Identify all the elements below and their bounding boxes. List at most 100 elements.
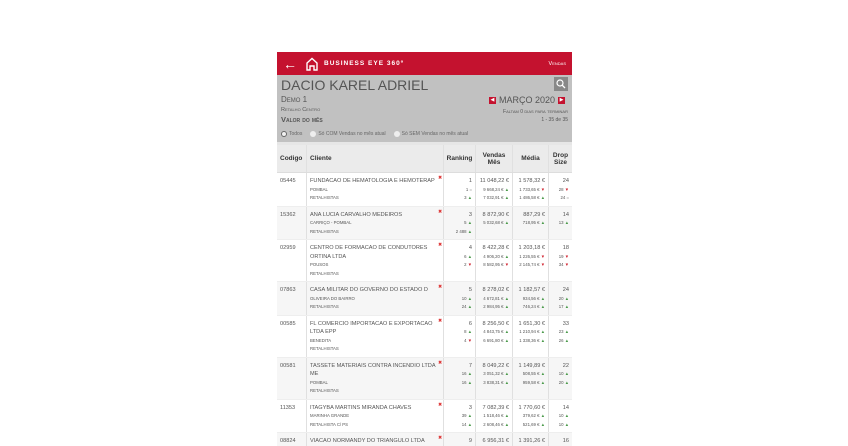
trend-down-icon: ▼ (467, 337, 472, 343)
drop-value: 24 (562, 178, 569, 184)
client-name: CENTRO DE FORMACAO DE CONDUTORES (310, 245, 428, 251)
client-cell: ANA LUCIA CARVALHO MEDEIROS CARRIÇO - POM… (307, 206, 444, 239)
prev-month-button[interactable]: ◀ (488, 96, 496, 104)
vendas-link[interactable]: Vendas (548, 60, 566, 67)
table-row[interactable]: 11353 ITAGYBA MARTINS MIRANDA CHAVES MARI… (277, 399, 572, 433)
month-selector: ◀ MARÇO 2020 ▶ (486, 95, 568, 105)
vendas-value: 6 956,31 € (482, 438, 509, 444)
table-row[interactable]: 15362 ANA LUCIA CARVALHO MEDEIROS CARRIÇO… (277, 206, 572, 240)
trend-up-icon: ▲ (540, 329, 545, 334)
media-value: 1 770,60 € (518, 404, 545, 411)
filter-radio[interactable]: Todos (281, 131, 302, 137)
media-value: 746,24 € ▲ (522, 304, 545, 309)
client-detail: POUSOS (310, 262, 329, 267)
drop-value: 10 ▲ (558, 421, 569, 427)
media-value: 1 226,55 € ▼ (519, 253, 545, 259)
media-value: 2 145,74 € ▼ (519, 262, 545, 267)
trend-down-icon: ▼ (564, 262, 569, 267)
column-header[interactable]: Média (513, 145, 549, 172)
trend-up-icon: ▲ (564, 304, 569, 309)
trend-up-icon: ▲ (467, 195, 472, 200)
drop-value: 17 ▲ (558, 304, 569, 309)
ranking-value: 7 (468, 362, 472, 369)
client-name: ANA LUCIA CARVALHO MEDEIROS (310, 211, 403, 218)
drop-value: 18 (562, 245, 569, 251)
remove-icon[interactable]: ✖ (438, 359, 443, 366)
table-row[interactable]: 08824 VIACAO NORMANDY DO TRIANGULO LTDAB… (277, 433, 572, 446)
ranking-cell: 7 16 ▲ 16 ▲ (444, 357, 476, 399)
next-month-button[interactable]: ▶ (558, 96, 565, 104)
trend-up-icon: ▲ (504, 195, 509, 200)
table-row[interactable]: 00585 FL COMERCIO IMPORTACAO E EXPORTACA… (277, 315, 572, 358)
client-cell: TASSETE MATERIAIS CONTRA INCENDIO LTDA ME… (307, 357, 444, 399)
vendas-value: 1 518,46 € ▲ (483, 413, 509, 418)
remove-icon[interactable]: ✖ (438, 401, 443, 408)
trend-down-icon: ▼ (540, 253, 545, 259)
trend-up-icon: ▲ (504, 379, 509, 385)
table-row[interactable]: 00581 TASSETE MATERIAIS CONTRA INCENDIO … (277, 357, 572, 400)
client-name: ORTINA LTDA (310, 253, 347, 260)
client-detail: CARRIÇO - POMBAL (310, 220, 352, 225)
drop-value: 10 ▲ (558, 413, 569, 418)
remove-icon[interactable]: ✖ (438, 317, 443, 324)
table-row[interactable]: 07863 CASA MILITAR DO GOVERNO DO ESTADO … (277, 282, 572, 316)
column-header[interactable]: Vendas Mês (476, 145, 513, 172)
column-header[interactable]: Drop Size (552, 151, 569, 166)
trend-up-icon: ▲ (504, 304, 509, 309)
ranking-value: 4 ▼ (464, 337, 472, 343)
media-value: 1 210,94 € ▲ (519, 329, 545, 334)
radio-dot[interactable] (310, 131, 317, 137)
column-header[interactable]: Cliente (307, 145, 444, 172)
trend-up-icon: ▲ (540, 304, 545, 309)
drop-value: 16 (562, 438, 569, 444)
media-cell: 1 182,57 € 934,56 € ▲ 746,24 € ▲ (513, 282, 549, 315)
trend-down-icon: ▼ (564, 253, 569, 259)
trend-up-icon: ▲ (540, 195, 545, 200)
trend-up-icon: ▲ (564, 413, 569, 418)
drop-cell: 14 10 ▲ 10 ▲ (549, 400, 572, 433)
filter-radio[interactable]: Só COM Vendas no mês atual (310, 131, 386, 137)
trend-up-icon: ▲ (564, 379, 569, 385)
client-code: 02959 (277, 240, 307, 281)
radio-dot[interactable] (393, 131, 400, 137)
media-value: 887,29 € (523, 211, 545, 218)
vendas-value: 7 082,39 € (482, 404, 509, 411)
trend-up-icon: ▲ (540, 379, 545, 385)
vendas-value: 8 256,50 € (482, 320, 509, 327)
column-header[interactable]: Codigo (277, 145, 307, 172)
remove-icon[interactable]: ✖ (438, 435, 443, 441)
trend-down-icon: ▼ (564, 186, 569, 192)
vendas-cell: 8 049,22 € 3 051,32 € ▲ 3 838,31 € ▲ (476, 357, 513, 399)
filter-radio[interactable]: Só SEM Vendas no mês atual (393, 131, 468, 137)
client-cell: VIACAO NORMANDY DO TRIANGULO LTDABARREIR… (307, 433, 444, 446)
client-detail: BENEDITA (310, 337, 332, 343)
vendas-cell: 8 278,02 € 4 672,81 € ▲ 2 984,95 € ▲ (476, 282, 513, 315)
client-code: 07863 (277, 282, 307, 315)
table-row[interactable]: 02959 CENTRO DE FORMACAO DE CONDUTORES OR… (277, 240, 572, 282)
remove-icon[interactable]: ✖ (438, 284, 443, 290)
search-button[interactable] (554, 77, 568, 91)
vendas-value: 8 422,28 € (482, 245, 509, 251)
client-detail: MARINHA GRANDE (310, 413, 350, 418)
table-row[interactable]: 05445 FUNDACAO DE HEMATOLOGIA E HEMOTERA… (277, 173, 572, 207)
section-title: Valor do mês (281, 115, 323, 124)
client-name: CASA MILITAR DO GOVERNO DO ESTADO D (310, 287, 428, 293)
client-name: ME (310, 371, 319, 377)
app: ← BUSINESS EYE 360º Vendas DACIO KAREL A… (277, 52, 572, 446)
back-arrow-icon[interactable]: ← (283, 55, 297, 72)
vendas-value: 2 608,46 € ▲ (483, 421, 509, 427)
ranking-cell: 5 10 ▲ 24 ▲ (444, 282, 476, 315)
remove-icon[interactable]: ✖ (438, 242, 443, 248)
remove-icon[interactable]: ✖ (438, 175, 443, 181)
drop-value: 24 (562, 287, 569, 293)
home-icon[interactable] (305, 57, 319, 71)
remove-icon[interactable]: ✖ (438, 208, 443, 215)
trend-up-icon: ▲ (540, 413, 545, 418)
client-cell: CASA MILITAR DO GOVERNO DO ESTADO D OLIVE… (307, 282, 444, 315)
trend-up-icon: ▲ (540, 421, 545, 427)
column-header[interactable]: Ranking (444, 145, 476, 172)
ranking-value: 8 ▲ (464, 329, 472, 334)
media-value: 1 203,18 € (518, 245, 545, 251)
radio-dot[interactable] (281, 131, 287, 137)
media-value: 1 733,65 € ▼ (519, 186, 545, 192)
